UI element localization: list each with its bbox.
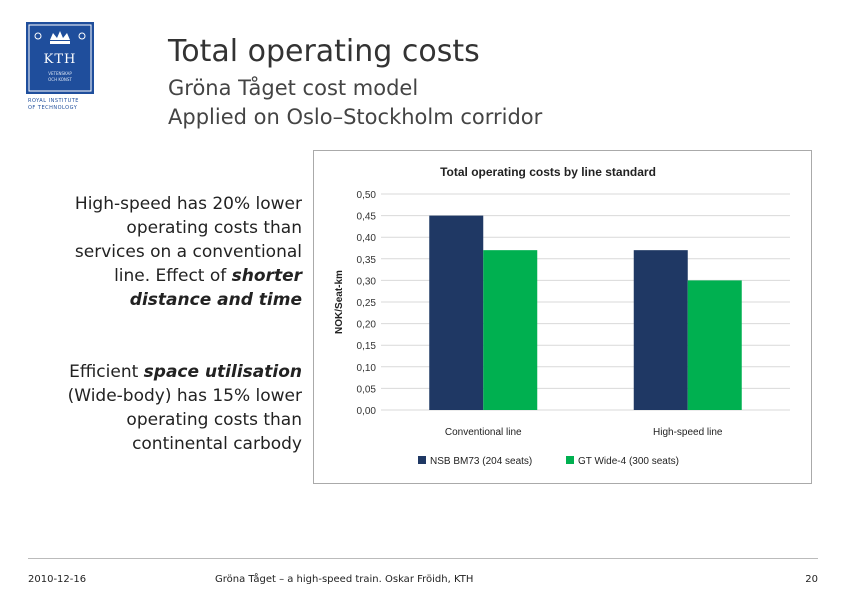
page-number: 20 [805,574,818,585]
paragraph-high-speed: High-speed has 20% lower operating costs… [60,192,302,312]
legend-label: NSB BM73 (204 seats) [430,456,532,467]
y-tick-label: 0,25 [357,298,377,309]
y-tick-label: 0,50 [357,190,377,201]
footer-caption: Gröna Tåget – a high-speed train. Oskar … [215,574,474,585]
paragraph-space-text-start: Efficient [69,362,144,382]
logo-sub-line-1: VETENSKAP [48,71,72,76]
legend-label: GT Wide-4 (300 seats) [578,456,679,467]
paragraph-space-emphasis: space utilisation [143,362,302,382]
paragraph-space-utilisation: Efficient space utilisation (Wide-body) … [60,360,302,456]
subtitle-line-2: Applied on Oslo–Stockholm corridor [168,105,543,129]
y-tick-label: 0,10 [357,363,377,374]
x-category-label: High-speed line [653,427,723,438]
y-tick-label: 0,00 [357,406,377,417]
x-category-label: Conventional line [445,427,522,438]
legend-swatch [566,456,574,464]
legend-swatch [418,456,426,464]
logo-caption: ROYAL INSTITUTE OF TECHNOLOGY [28,98,98,112]
logo-wordmark: KTH [43,52,77,67]
subtitle-line-1: Gröna Tåget cost model [168,76,419,100]
logo-caption-line-2: OF TECHNOLOGY [28,105,78,111]
slide-title: Total operating costs [168,34,480,69]
bar-gt-wide-4 [687,280,742,410]
bar-gt-wide-4 [483,250,538,410]
paragraph-high-speed-emphasis: shorter distance and time [129,266,302,310]
y-axis-label: NOK/Seat-km [334,270,345,334]
bar-nsb-bm73 [633,250,688,410]
chart-frame: Total operating costs by line standard 0,… [313,150,812,484]
y-tick-label: 0,45 [357,212,377,223]
paragraph-high-speed-text: High-speed has 20% lower operating costs… [74,194,302,286]
y-tick-label: 0,40 [357,233,377,244]
paragraph-space-text-end: (Wide-body) has 15% lower operating cost… [67,386,302,454]
footer-divider [28,558,818,559]
crown-icon [28,24,92,92]
bar-chart: Total operating costs by line standard 0,… [334,165,790,467]
kth-logo: KTH VETENSKAP OCH KONST [26,22,94,94]
logo-caption-line-1: ROYAL INSTITUTE [28,98,79,104]
y-tick-label: 0,20 [357,320,377,331]
y-tick-label: 0,35 [357,255,377,266]
y-tick-label: 0,30 [357,276,377,287]
footer-date: 2010-12-16 [28,574,87,585]
y-tick-label: 0,15 [357,341,377,352]
chart-title: Total operating costs by line standard [440,165,656,179]
bar-nsb-bm73 [429,215,484,410]
slide-subtitle: Gröna Tåget cost model Applied on Oslo–S… [168,74,542,132]
logo-sub-line-2: OCH KONST [48,77,72,82]
y-tick-label: 0,05 [357,384,377,395]
